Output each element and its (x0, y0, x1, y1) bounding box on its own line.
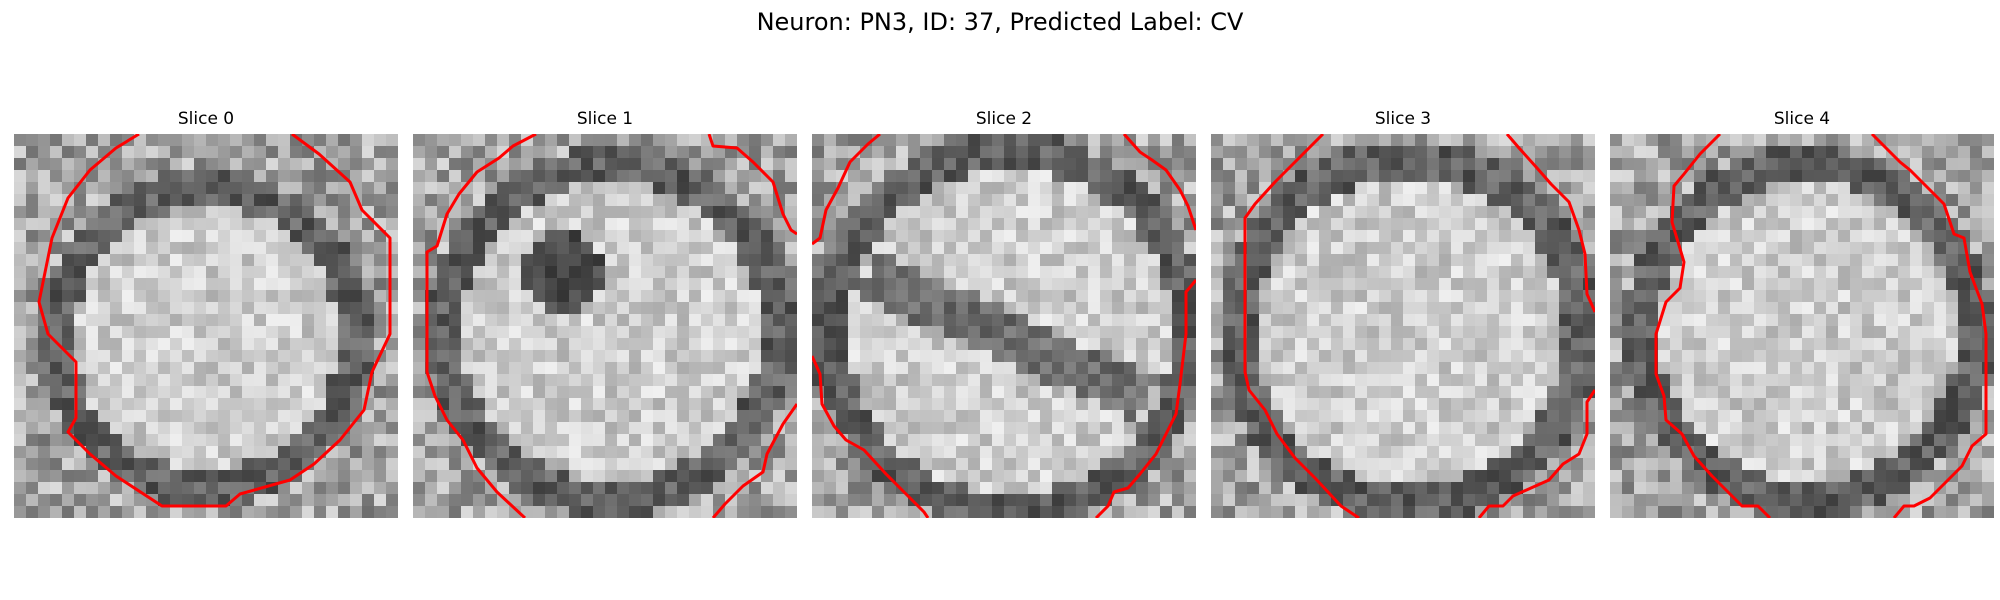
slice-image-0 (14, 134, 398, 518)
contour-line-1c (711, 403, 797, 518)
contour-line-3a (1243, 134, 1360, 518)
slice-pixel-grid-4 (1610, 134, 1994, 518)
slice-pixel-grid-3 (1211, 134, 1595, 518)
slice-image-3 (1211, 134, 1595, 518)
contour-line-1 (425, 134, 537, 518)
slice-title-3: Slice 3 (1374, 109, 1432, 129)
slice-panel-3: Slice 3 (1211, 108, 1595, 518)
contour-line-2c (1122, 134, 1196, 231)
slice-pixel-grid-2 (812, 134, 1196, 518)
slice-panel-1: Slice 1 (413, 108, 797, 518)
slice-panel-0: Slice 0 (14, 108, 398, 518)
slice-title-4: Slice 4 (1773, 109, 1831, 129)
figure-title: Neuron: PN3, ID: 37, Predicted Label: CV (756, 8, 1244, 36)
slice-image-4 (1610, 134, 1994, 518)
contour-line-4b (1870, 134, 1988, 518)
slice-image-1 (413, 134, 797, 518)
slice-pixel-grid-1 (413, 134, 797, 518)
contour-line-3c (1477, 389, 1595, 518)
slice-title-1: Slice 1 (576, 109, 634, 129)
slice-title-0: Slice 0 (177, 109, 235, 129)
contour-line-2b (812, 355, 930, 518)
contour-line-4a (1654, 134, 1772, 518)
contour-line-2d (1094, 279, 1196, 518)
slice-image-2 (812, 134, 1196, 518)
contour-line-2a (812, 134, 881, 246)
contour-line-0 (37, 134, 392, 508)
slice-panel-2: Slice 2 (812, 108, 1196, 518)
slice-pixel-grid-0 (14, 134, 398, 518)
contour-line-3b (1505, 134, 1595, 313)
slice-panel-4: Slice 4 (1610, 108, 1994, 518)
slice-title-2: Slice 2 (975, 109, 1033, 129)
contour-line-1b (707, 134, 797, 236)
